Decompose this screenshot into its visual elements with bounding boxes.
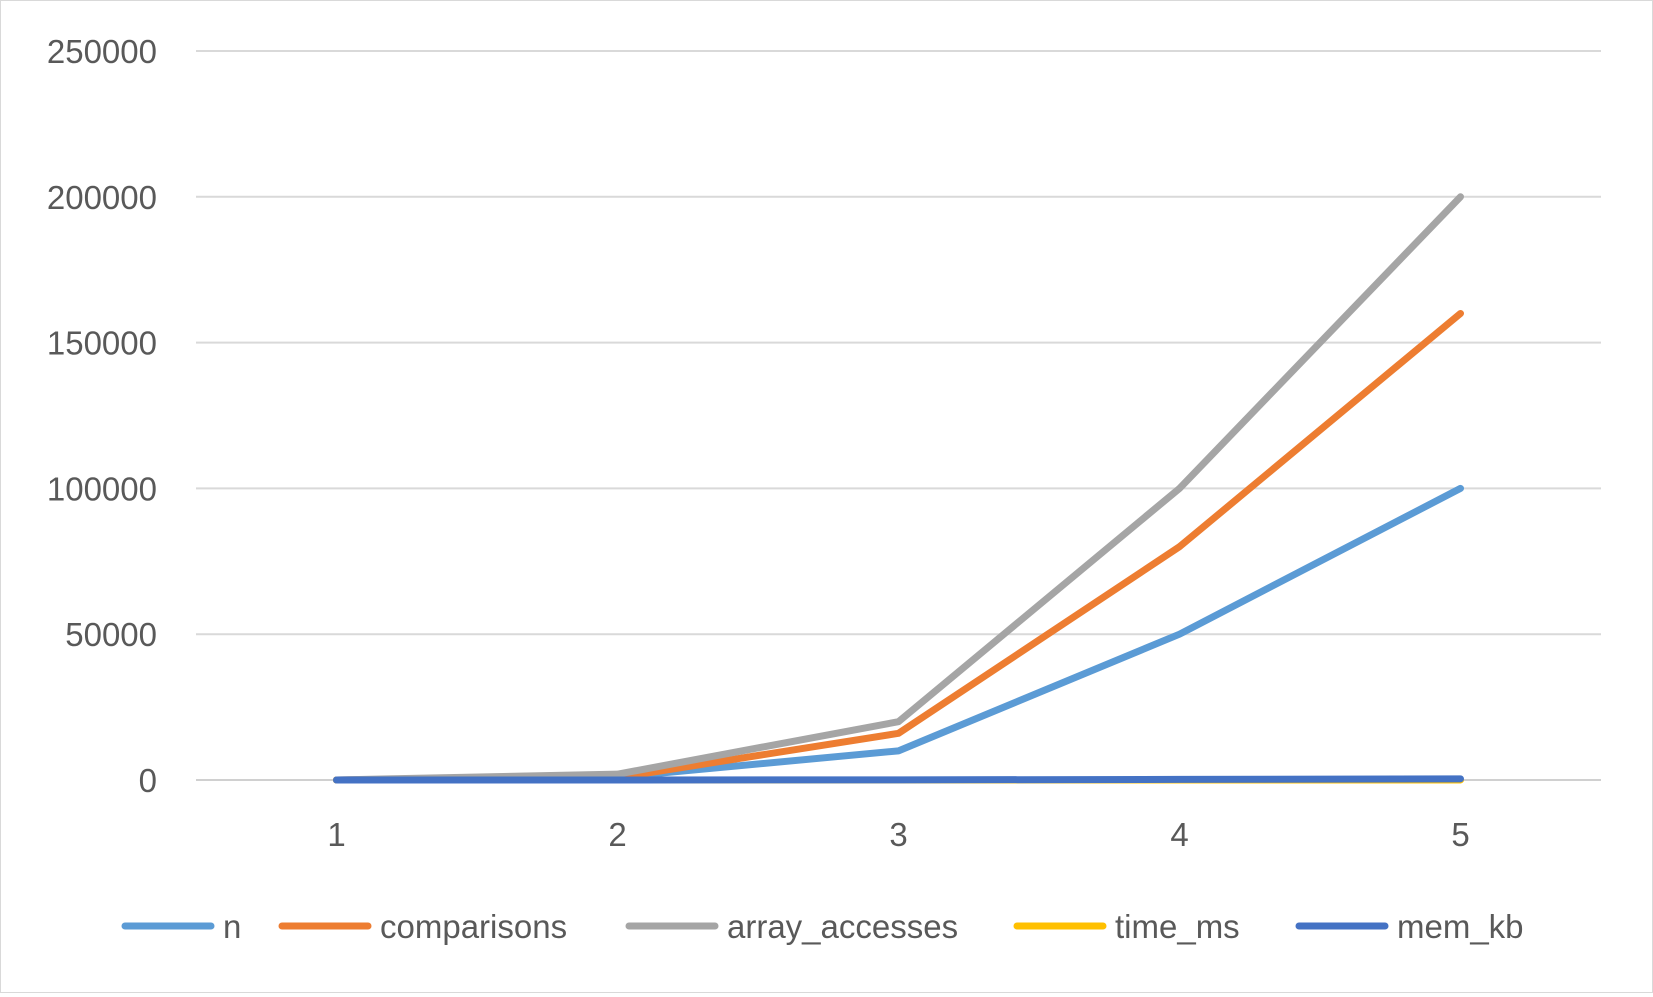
x-tick-label: 5 (1451, 816, 1469, 853)
series-line-comparisons (337, 313, 1461, 780)
y-tick-label: 100000 (47, 470, 157, 507)
legend-label: comparisons (380, 908, 567, 945)
x-tick-label: 3 (889, 816, 907, 853)
y-tick-label: 250000 (47, 33, 157, 70)
legend-label: n (223, 908, 241, 945)
legend-label: mem_kb (1397, 908, 1524, 945)
legend-label: array_accesses (727, 908, 958, 945)
legend: n comparisons array_accesses time_ms mem_kb (125, 908, 1524, 945)
x-tick-label: 4 (1170, 816, 1188, 853)
y-tick-label: 150000 (47, 325, 157, 362)
x-tick-label: 2 (608, 816, 626, 853)
gridlines (196, 51, 1601, 780)
legend-label: time_ms (1115, 908, 1240, 945)
y-tick-label: 0 (139, 762, 157, 799)
y-tick-label: 50000 (65, 616, 157, 653)
series-line-mem-kb (337, 779, 1461, 780)
x-axis-tick-labels: 1 2 3 4 5 (327, 816, 1469, 853)
x-tick-label: 1 (327, 816, 345, 853)
y-axis-tick-labels: 0 50000 100000 150000 200000 250000 (47, 33, 157, 799)
y-tick-label: 200000 (47, 179, 157, 216)
